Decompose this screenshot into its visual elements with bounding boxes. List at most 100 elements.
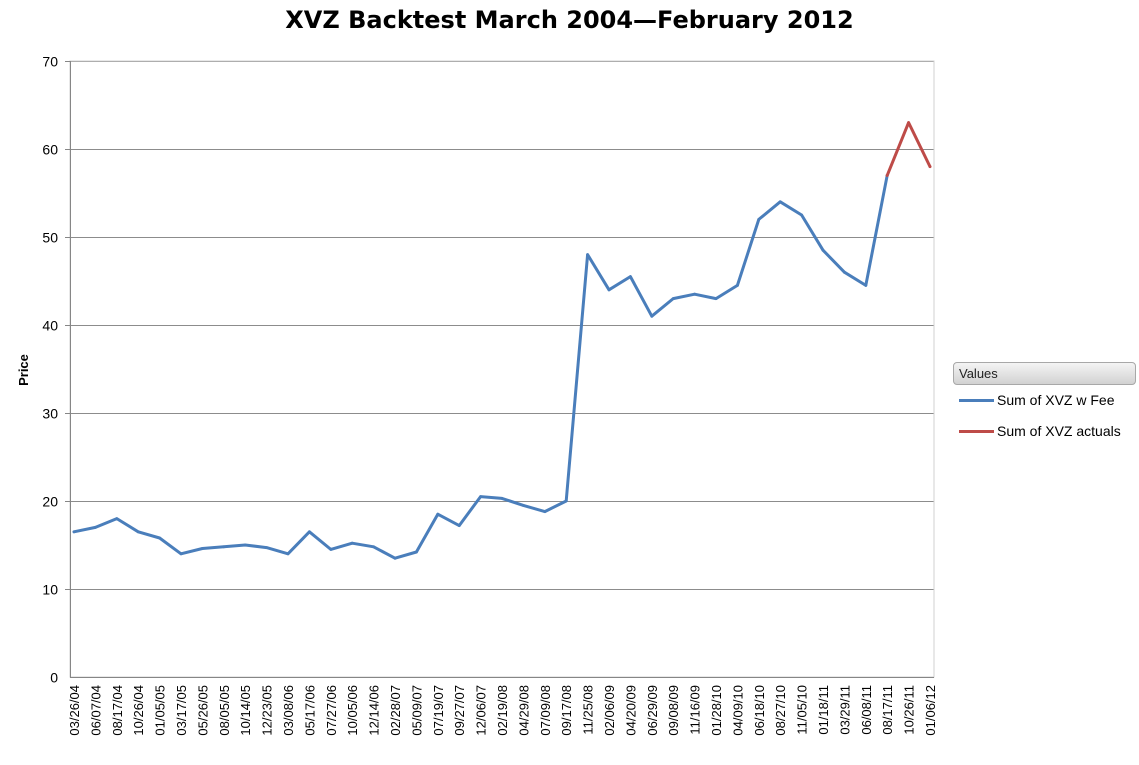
data-point-series-1-19 bbox=[479, 495, 482, 498]
x-tick-label-03-17-05: 03/17/05 bbox=[174, 685, 189, 736]
data-point-series-1-4 bbox=[158, 536, 162, 540]
data-point-series-1-6 bbox=[201, 547, 204, 550]
y-tick-label-30: 30 bbox=[42, 406, 58, 422]
x-tick-label-11-25-08: 11/25/08 bbox=[581, 685, 596, 735]
y-tick-label-50: 50 bbox=[42, 230, 58, 246]
data-point-series-1-35 bbox=[821, 248, 825, 252]
x-tick-label-07-27-06: 07/27/06 bbox=[324, 685, 339, 736]
x-tick-label-05-26-05: 05/26/05 bbox=[195, 685, 210, 736]
y-tick-label-10: 10 bbox=[42, 582, 58, 598]
data-point-series-1-36 bbox=[843, 270, 846, 274]
x-tick-label-12-14-06: 12/14/06 bbox=[367, 685, 382, 736]
data-point-series-2-2 bbox=[928, 165, 932, 169]
data-point-series-1-9 bbox=[265, 546, 268, 549]
data-point-series-1-15 bbox=[393, 556, 397, 560]
x-tick-label-10-26-11: 10/26/11 bbox=[902, 685, 917, 735]
data-point-series-1-24 bbox=[586, 253, 589, 256]
series-lines bbox=[72, 121, 932, 560]
x-tick-label-08-27-10: 08/27/10 bbox=[773, 685, 788, 736]
x-tick-label-11-05-10: 11/05/10 bbox=[795, 685, 810, 735]
data-point-series-1-25 bbox=[607, 288, 611, 292]
data-point-series-1-22 bbox=[543, 510, 547, 513]
y-tick-label-0: 0 bbox=[50, 670, 58, 686]
data-point-series-1-34 bbox=[800, 213, 803, 217]
x-tick-label-09-08-09: 09/08/09 bbox=[666, 685, 681, 736]
data-point-series-1-2 bbox=[115, 517, 119, 520]
data-point-series-1-28 bbox=[671, 297, 675, 300]
plot-area-border bbox=[69, 60, 935, 678]
data-point-series-1-10 bbox=[286, 552, 290, 556]
x-tick-label-04-09-10: 04/09/10 bbox=[730, 685, 745, 736]
x-tick-label-01-28-10: 01/28/10 bbox=[709, 685, 724, 736]
x-tick-label-03-26-04: 03/26/04 bbox=[67, 685, 82, 736]
data-point-series-1-27 bbox=[650, 314, 654, 318]
data-point-series-1-11 bbox=[308, 530, 311, 534]
data-point-series-1-17 bbox=[436, 512, 440, 516]
x-tick-label-05-09-07: 05/09/07 bbox=[409, 685, 424, 736]
chart-title: XVZ Backtest March 2004—February 2012 bbox=[285, 6, 854, 34]
x-tick-label-07-19-07: 07/19/07 bbox=[431, 685, 446, 736]
x-tick-label-04-20-09: 04/20/09 bbox=[623, 685, 638, 736]
x-tick-label-10-26-04: 10/26/04 bbox=[131, 685, 146, 736]
y-tick-label-20: 20 bbox=[42, 494, 58, 510]
legend: Values Sum of XVZ w Fee Sum of XVZ actua… bbox=[953, 362, 1136, 447]
axes bbox=[65, 60, 935, 678]
series-line-1 bbox=[72, 173, 889, 560]
legend-item-series-2: Sum of XVZ actuals bbox=[953, 416, 1136, 447]
legend-swatch-series-1 bbox=[959, 399, 994, 402]
x-tick-label-08-17-04: 08/17/04 bbox=[110, 685, 125, 736]
x-tick-label-05-17-06: 05/17/06 bbox=[302, 685, 317, 736]
data-point-series-1-37 bbox=[864, 284, 868, 287]
data-point-series-1-0 bbox=[72, 530, 76, 534]
x-tick-label-02-19-08: 02/19/08 bbox=[495, 685, 510, 736]
data-point-series-1-14 bbox=[372, 545, 375, 549]
x-tick-label-02-06-09: 02/06/09 bbox=[602, 685, 617, 736]
x-tick-label-01-06-12: 01/06/12 bbox=[923, 685, 938, 736]
data-point-series-2-1 bbox=[907, 121, 910, 124]
data-point-series-1-7 bbox=[222, 545, 226, 549]
x-tick-label-10-05-06: 10/05/06 bbox=[345, 685, 360, 736]
x-tick-label-01-05-05: 01/05/05 bbox=[153, 685, 168, 736]
data-point-series-1-23 bbox=[564, 499, 568, 503]
x-tick-label-06-29-09: 06/29/09 bbox=[645, 685, 660, 736]
x-tick-label-11-16-09: 11/16/09 bbox=[688, 685, 703, 735]
data-point-series-1-5 bbox=[179, 552, 183, 556]
data-point-series-1-1 bbox=[94, 526, 97, 529]
x-tick-label-03-08-06: 03/08/06 bbox=[281, 685, 296, 736]
legend-header[interactable]: Values bbox=[953, 362, 1136, 385]
x-tick-label-09-17-08: 09/17/08 bbox=[559, 685, 574, 736]
y-tick-label-60: 60 bbox=[42, 142, 58, 158]
x-tick-label-06-18-10: 06/18/10 bbox=[752, 685, 767, 736]
data-point-series-1-12 bbox=[329, 548, 333, 551]
legend-label-series-1: Sum of XVZ w Fee bbox=[997, 392, 1115, 408]
data-point-series-1-13 bbox=[350, 541, 354, 545]
data-point-series-1-16 bbox=[415, 550, 418, 554]
data-point-series-1-30 bbox=[714, 297, 718, 300]
data-point-series-1-33 bbox=[778, 200, 782, 204]
x-tick-label-08-17-11: 08/17/11 bbox=[880, 685, 895, 735]
x-tick-label-12-23-05: 12/23/05 bbox=[260, 685, 275, 736]
data-point-series-1-3 bbox=[136, 530, 140, 534]
x-tick-labels: 03/26/04 06/07/04 08/17/04 10/26/04 01/05/05… bbox=[67, 685, 938, 736]
legend-item-series-1: Sum of XVZ w Fee bbox=[953, 385, 1136, 416]
data-point-series-1-32 bbox=[757, 218, 761, 221]
y-tick-label-40: 40 bbox=[42, 318, 58, 334]
y-tick-labels: 0 10 20 30 40 50 60 70 bbox=[42, 54, 58, 686]
legend-swatch-series-2 bbox=[959, 430, 994, 433]
data-point-series-1-21 bbox=[522, 504, 525, 507]
data-point-series-1-20 bbox=[500, 497, 504, 500]
data-point-series-1-31 bbox=[736, 284, 739, 287]
data-point-series-1-26 bbox=[629, 275, 632, 278]
x-tick-label-06-07-04: 06/07/04 bbox=[88, 685, 103, 736]
gridlines bbox=[70, 61, 934, 590]
x-tick-label-03-29-11: 03/29/11 bbox=[837, 685, 852, 735]
data-point-series-2-0 bbox=[885, 174, 889, 177]
legend-label-series-2: Sum of XVZ actuals bbox=[997, 423, 1121, 439]
x-tick-label-12-06-07: 12/06/07 bbox=[474, 685, 489, 736]
data-point-series-1-29 bbox=[693, 292, 696, 296]
x-tick-label-02-28-07: 02/28/07 bbox=[388, 685, 403, 736]
x-tick-label-10-14-05: 10/14/05 bbox=[238, 685, 253, 736]
x-tick-label-09-27-07: 09/27/07 bbox=[452, 685, 467, 736]
x-tick-label-07-09-08: 07/09/08 bbox=[538, 685, 553, 736]
